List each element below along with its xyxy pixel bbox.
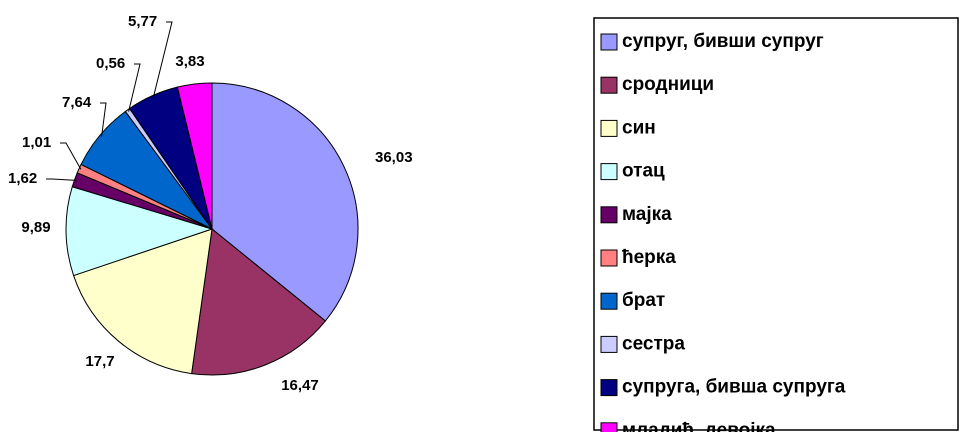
leader-line bbox=[60, 142, 82, 170]
legend: супруг, бивши супруг сродници син отац мајка… bbox=[600, 31, 846, 432]
legend-label: ћерка bbox=[622, 247, 676, 268]
data-label: 3,83 bbox=[175, 53, 204, 70]
data-label: 5,77 bbox=[128, 13, 157, 30]
legend-swatch bbox=[600, 292, 618, 310]
leader-line bbox=[46, 178, 77, 181]
legend-label: сестра bbox=[622, 333, 685, 354]
legend-swatch bbox=[600, 119, 618, 137]
legend-label: сродници bbox=[622, 74, 714, 95]
data-label: 1,62 bbox=[8, 170, 37, 187]
legend-box bbox=[593, 17, 959, 431]
legend-swatch bbox=[600, 33, 618, 51]
legend-label: брат bbox=[622, 290, 665, 311]
pie-slice bbox=[176, 82, 213, 230]
legend-swatch bbox=[600, 206, 618, 224]
legend-swatch bbox=[600, 76, 618, 94]
legend-label: син bbox=[622, 117, 656, 138]
leader-line bbox=[100, 102, 107, 137]
data-label: 17,7 bbox=[85, 353, 114, 370]
data-label: 0,56 bbox=[96, 55, 125, 72]
legend-label: супруга, бивша супруга bbox=[622, 377, 846, 398]
legend-swatch bbox=[600, 422, 618, 432]
leader-line bbox=[152, 21, 173, 98]
data-label: 16,47 bbox=[281, 377, 319, 394]
legend-swatch bbox=[600, 335, 618, 353]
legend-label: супруг, бивши супруг bbox=[622, 31, 824, 52]
data-label: 9,89 bbox=[21, 219, 50, 236]
legend-label: мајка bbox=[622, 204, 672, 225]
data-label: 1,01 bbox=[22, 134, 51, 151]
legend-swatch bbox=[600, 249, 618, 267]
legend-label: отац bbox=[622, 161, 665, 182]
data-label: 7,64 bbox=[62, 94, 92, 111]
legend-swatch bbox=[600, 163, 618, 181]
pie-slice bbox=[65, 186, 214, 277]
pie-slice bbox=[211, 82, 359, 322]
data-label: 36,03 bbox=[375, 149, 413, 166]
pie-slice bbox=[191, 228, 327, 376]
legend-label: младић, девојка bbox=[622, 420, 776, 432]
pie-slice bbox=[72, 228, 213, 375]
legend-swatch bbox=[600, 379, 618, 397]
leader-line bbox=[128, 63, 141, 112]
